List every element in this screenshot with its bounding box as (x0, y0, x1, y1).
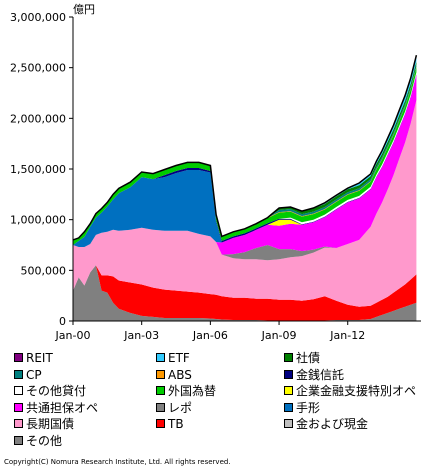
legend-label: REIT (26, 351, 53, 365)
y-tick-label-6: 3,000,000 (10, 11, 66, 24)
legend-swatch (156, 369, 165, 379)
legend-item: 外国為替 (156, 384, 216, 398)
x-tick-label-3: Jan-09 (261, 329, 297, 342)
axes: 0 500,000 1,000,000 1,500,000 2,000,000 2,500… (10, 11, 421, 342)
y-tick-label-0: 0 (59, 315, 66, 328)
legend-label: 外国為替 (168, 384, 217, 399)
legend-label: ETF (168, 351, 190, 365)
area-series-2 (73, 100, 417, 307)
legend-swatch (284, 402, 293, 412)
copyright-notice: Copyright(C) Nomura Research Institute, … (4, 458, 231, 466)
legend-swatch (14, 353, 23, 362)
y-tick-label-3: 1,500,000 (10, 163, 66, 176)
legend-swatch (284, 386, 293, 396)
legend-swatch (284, 353, 293, 362)
legend-item: 手形 (284, 401, 320, 415)
legend-item: 金銭信託 (284, 368, 344, 382)
legend-swatch (156, 419, 165, 429)
legend-label: CP (26, 367, 42, 382)
legend-swatch (156, 386, 165, 396)
x-tick-label-1: Jan-03 (123, 329, 159, 342)
legend-label: TB (168, 417, 184, 432)
legend-label: 社債 (296, 351, 321, 365)
legend-swatch (284, 369, 293, 379)
x-tick-label-4: Jan-12 (329, 329, 365, 342)
legend-label: 金銭信託 (296, 367, 345, 382)
legend-label: その他 (26, 434, 63, 448)
legend-label: 共通担保オペ (26, 400, 99, 415)
legend-label: 長期国債 (26, 417, 75, 432)
area-series-1 (73, 265, 417, 321)
total-outline (72, 55, 418, 241)
legend-label: その他貸付 (26, 384, 87, 399)
legend-swatch (156, 402, 165, 412)
legend-item: レポ (156, 401, 192, 415)
legend-label: レポ (168, 400, 193, 415)
legend-label: 企業金融支援特別オペ (296, 384, 417, 399)
y-unit-label: 億円 (73, 3, 95, 16)
stacked-area-chart: 0 500,000 1,000,000 1,500,000 2,000,000 2,500… (10, 3, 421, 342)
y-tick-label-5: 2,500,000 (10, 62, 66, 75)
legend-item: 長期国債 (14, 417, 74, 431)
legend-item: その他 (14, 434, 62, 448)
legend-swatch (14, 386, 23, 396)
y-tick-label-1: 500,000 (21, 264, 67, 277)
legend-item: CP (14, 368, 42, 382)
area-series-0 (73, 265, 417, 321)
legend-item: その他貸付 (14, 384, 86, 398)
x-tick-label-2: Jan-06 (192, 329, 228, 342)
area-series-5 (73, 74, 417, 247)
legend-label: 手形 (296, 400, 321, 415)
legend-item: 社債 (284, 351, 320, 365)
legend-swatch (14, 402, 23, 412)
legend-item: 共通担保オペ (14, 401, 98, 415)
legend-label: 金および現金 (296, 417, 369, 432)
legend-swatch (14, 369, 23, 379)
legend-item: ABS (156, 368, 192, 382)
legend-item: ETF (156, 351, 190, 365)
y-tick-label-2: 1,000,000 (10, 214, 66, 227)
legend-swatch (14, 419, 23, 429)
legend-item: TB (156, 417, 184, 431)
series-areas (72, 55, 418, 321)
x-tick-label-0: Jan-00 (55, 329, 91, 342)
legend-label: ABS (168, 367, 192, 382)
legend-swatch (284, 419, 293, 429)
legend-item: 企業金融支援特別オペ (284, 384, 416, 398)
y-tick-label-4: 2,000,000 (10, 112, 66, 125)
legend-item: REIT (14, 351, 53, 365)
legend-swatch (14, 436, 23, 445)
legend-swatch (156, 353, 165, 362)
legend-item: 金および現金 (284, 417, 368, 431)
